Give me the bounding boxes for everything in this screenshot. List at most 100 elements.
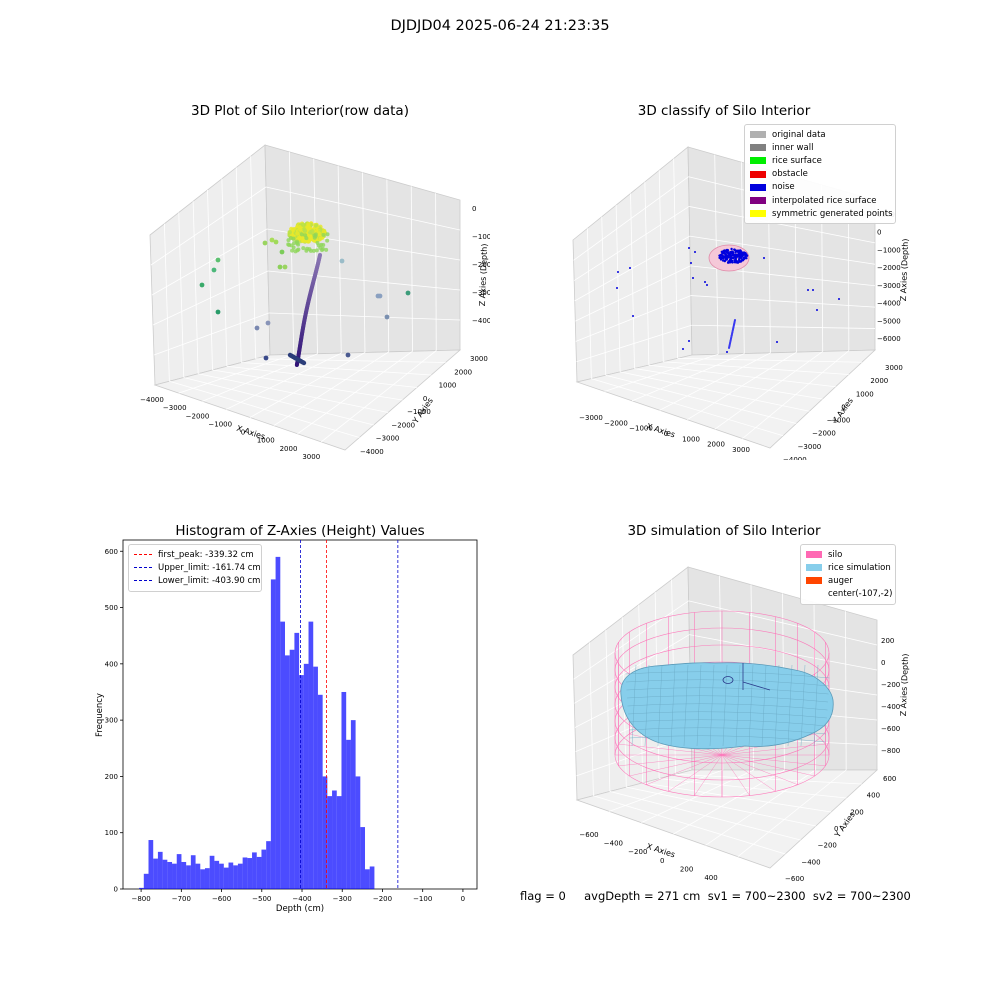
simulation-plot-title: 3D simulation of Silo Interior [627,523,821,539]
legend-label: original data [772,129,826,140]
legend-entry: obstacle [750,168,890,181]
legend-label: first_peak: -339.32 cm [158,549,254,560]
legend-label: interpolated rice surface [772,195,877,206]
data-point [304,248,309,253]
z-axis-label: Z Axies (Depth) [899,653,910,716]
x-tick-label: −500 [252,895,271,903]
status-footer: flag = 0 avgDepth = 271 cm sv1 = 700~230… [520,889,911,903]
tick-label: 3000 [302,453,320,460]
histogram-bar [346,739,351,889]
noise-point [735,256,738,259]
data-point [313,232,318,237]
tick-label: 200 [680,865,693,873]
noise-point [731,259,734,263]
data-point [286,242,291,247]
data-point [199,282,205,288]
noise-point [721,252,725,255]
histogram-bar [176,854,182,889]
histogram-bar [237,863,243,889]
tick-label: 0 [881,659,885,667]
rice-mesh-line [627,711,828,719]
tick-label: 1000 [439,382,457,390]
tick-label: −3000 [472,289,490,297]
tick-label: −400 [801,858,820,866]
classify-3d-plot[interactable]: X Axies Y Axies Z Axies (Depth) −3000−20… [555,130,915,460]
raw-3d-plot[interactable]: X Axies Y Axies Z Axies (Depth) −4000−30… [130,130,490,460]
tick-label: 0 [660,857,664,865]
z-axis-label: Z Axies (Depth) [478,243,489,306]
simulation-3d-plot[interactable]: X Axies Y Axies Z Axies (Depth) −600−400… [555,550,915,885]
noise-point [728,261,732,264]
histogram-bar [256,856,262,889]
data-point [292,241,297,246]
histogram-legend: first_peak: -339.32 cm Upper_limit: -161.… [128,544,262,592]
histogram-bar [139,887,144,889]
rice-mesh-line [683,664,689,747]
tick-label: −3000 [163,404,187,412]
data-point [287,230,292,235]
silo-spoke [646,754,723,785]
x-tick-label: −200 [373,895,392,903]
histogram-bar [252,852,257,889]
silo-spoke [721,754,826,767]
tick-label: 1000 [257,437,275,445]
silo-spoke [721,743,826,756]
rice-mesh-line [735,664,741,747]
histogram-bar [336,796,342,889]
tick-label: 2000 [454,368,472,376]
noise-point [740,251,743,254]
tick-label: −1000 [877,246,901,254]
data-point [301,360,307,366]
rice-mesh-line [800,664,806,747]
tick-label: −3000 [798,443,822,451]
legend-swatch [134,567,152,569]
noise-point [719,253,723,257]
legend-entry: rice simulation [806,561,891,574]
noise-point [706,284,708,286]
y-axis-label: Frequency [95,693,105,737]
noise-point [725,256,729,259]
noise-point [736,250,739,253]
noise-point [763,257,765,259]
tick-label: −4000 [360,448,384,456]
legend-swatch [750,131,766,139]
noise-point [744,255,747,258]
tick-label: 0 [877,229,881,237]
y-tick-labels: 0 100 200 300 400 500 600 [105,548,123,894]
tick-label: −1000 [407,408,431,416]
tick-label: 400 [704,874,717,882]
histogram-chart[interactable]: −800 −700 −600 −500 −400 −300 −200 −100 0 0 100 20… [88,535,488,920]
x-tick-labels: −3000−2000−1000 0 1000 2000 3000 [579,414,750,454]
noise-point [812,289,814,291]
tick-label: 1000 [856,390,874,398]
histogram-bar [242,857,248,889]
noise-point [692,277,694,279]
noise-point [776,341,778,343]
tick-label: −200 [881,681,900,689]
auger-arm [742,681,771,691]
legend-entry: symmetric generated points [750,207,893,220]
rice-surface [620,662,834,750]
tick-label: 2000 [707,441,725,449]
legend-swatch [750,183,766,191]
legend-swatch [750,144,766,152]
tick-label: 0 [423,395,427,403]
data-point [339,258,345,264]
rice-mesh-line [628,719,827,727]
y-tick-labels: −600 −400 −200 0 200 400 600 [785,775,896,883]
raw-plot-title: 3D Plot of Silo Interior(row data) [191,103,409,119]
histogram-bar [204,868,210,889]
silo-spoke [721,754,815,777]
data-point [262,240,268,246]
legend-label: Upper_limit: -161.74 cm [158,562,261,573]
histogram-bar [157,851,163,889]
histogram-bar [341,691,347,889]
histogram-bar [190,855,196,889]
noise-point [682,348,684,350]
data-point [325,238,330,243]
data-point [254,325,260,331]
data-point [311,248,316,253]
legend-entry: rice surface [750,154,890,167]
noise-point [733,248,736,251]
